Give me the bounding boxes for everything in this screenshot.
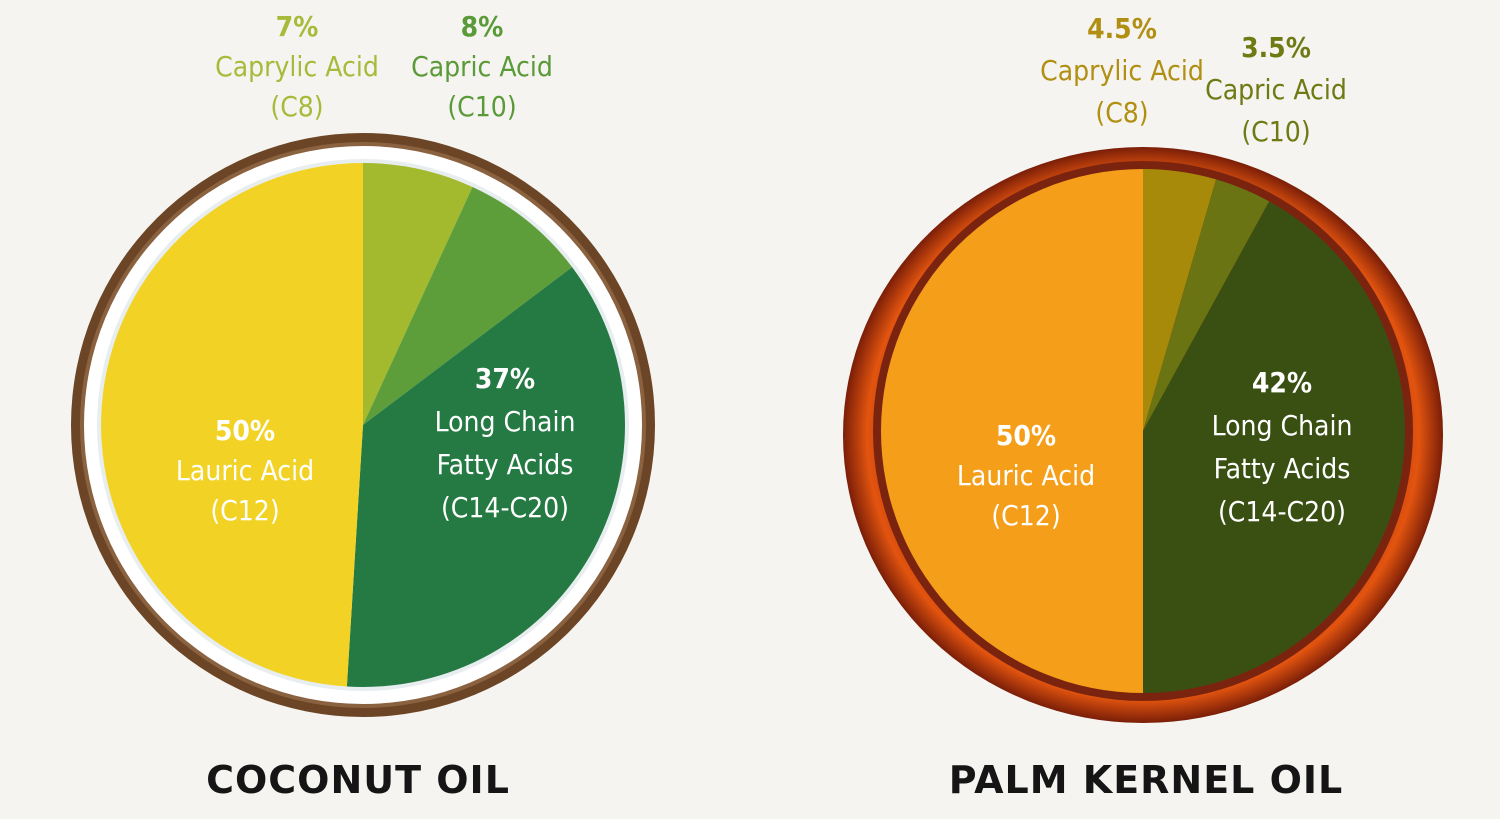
slice-label-lauric-acid: 50% Lauric Acid (C12)	[957, 419, 1095, 532]
palm-kernel-oil-pie: 4.5% Caprylic Acid (C8) 3.5% Capric Acid (C10…	[843, 12, 1443, 723]
slice-label-line: Caprylic Acid	[1040, 54, 1204, 87]
slice-label-line: Caprylic Acid	[215, 50, 379, 83]
slice-percent: 50%	[215, 414, 275, 447]
slice-label-long-chain: 37% Long Chain Fatty Acids (C14-C20)	[435, 362, 576, 524]
slice-label-caprylic-acid: 7% Caprylic Acid (C8)	[215, 10, 379, 123]
slice-percent: 8%	[461, 10, 504, 43]
slice-percent: 50%	[996, 419, 1056, 452]
slice-percent: 4.5%	[1087, 12, 1157, 45]
slice-label-line: (C8)	[1095, 96, 1148, 129]
slice-label-line: Long Chain	[435, 405, 576, 438]
slice-label-line: (C14-C20)	[441, 491, 569, 524]
slice-label-line: Lauric Acid	[176, 454, 314, 487]
coconut-oil-title: COCONUT OIL	[206, 758, 510, 802]
slice-label-line: (C12)	[210, 494, 279, 527]
slice-label-line: Fatty Acids	[437, 448, 574, 481]
slice-percent: 37%	[475, 362, 535, 395]
slice-label-line: Lauric Acid	[957, 459, 1095, 492]
slice-label-line: Capric Acid	[411, 50, 553, 83]
slice-percent: 7%	[276, 10, 319, 43]
slice-label-line: (C10)	[447, 90, 516, 123]
slice-label-line: (C10)	[1241, 115, 1310, 148]
slice-label-line: Capric Acid	[1205, 73, 1347, 106]
slice-percent: 42%	[1252, 366, 1312, 399]
palm-kernel-oil-title: PALM KERNEL OIL	[948, 758, 1344, 802]
pie-slice-caprylic-acid	[363, 163, 473, 425]
slice-percent: 3.5%	[1241, 31, 1311, 64]
pie-slice-lauric-acid	[881, 169, 1143, 693]
pie-slice-caprylic-acid	[1143, 169, 1217, 431]
slice-label-line: (C8)	[270, 90, 323, 123]
slice-label-lauric-acid: 50% Lauric Acid (C12)	[176, 414, 314, 527]
pie-slice-long-chain	[1143, 201, 1405, 693]
coconut-oil-pie: 7% Caprylic Acid (C8) 8% Capric Acid (C10) 37%…	[71, 10, 655, 717]
slice-label-line: (C14-C20)	[1218, 495, 1346, 528]
slice-label-line: Fatty Acids	[1214, 452, 1351, 485]
slice-label-capric-acid: 8% Capric Acid (C10)	[411, 10, 553, 123]
pie-slice-capric-acid	[363, 186, 573, 425]
pie-slice-capric-acid	[1143, 179, 1270, 431]
slice-label-line: Long Chain	[1212, 409, 1353, 442]
pie-slice-long-chain	[346, 267, 625, 687]
pie-slice-lauric-acid	[101, 163, 363, 687]
slice-label-line: (C12)	[991, 499, 1060, 532]
slice-label-capric-acid: 3.5% Capric Acid (C10)	[1205, 31, 1347, 148]
slice-label-caprylic-acid: 4.5% Caprylic Acid (C8)	[1040, 12, 1204, 129]
slice-label-long-chain: 42% Long Chain Fatty Acids (C14-C20)	[1212, 366, 1353, 528]
